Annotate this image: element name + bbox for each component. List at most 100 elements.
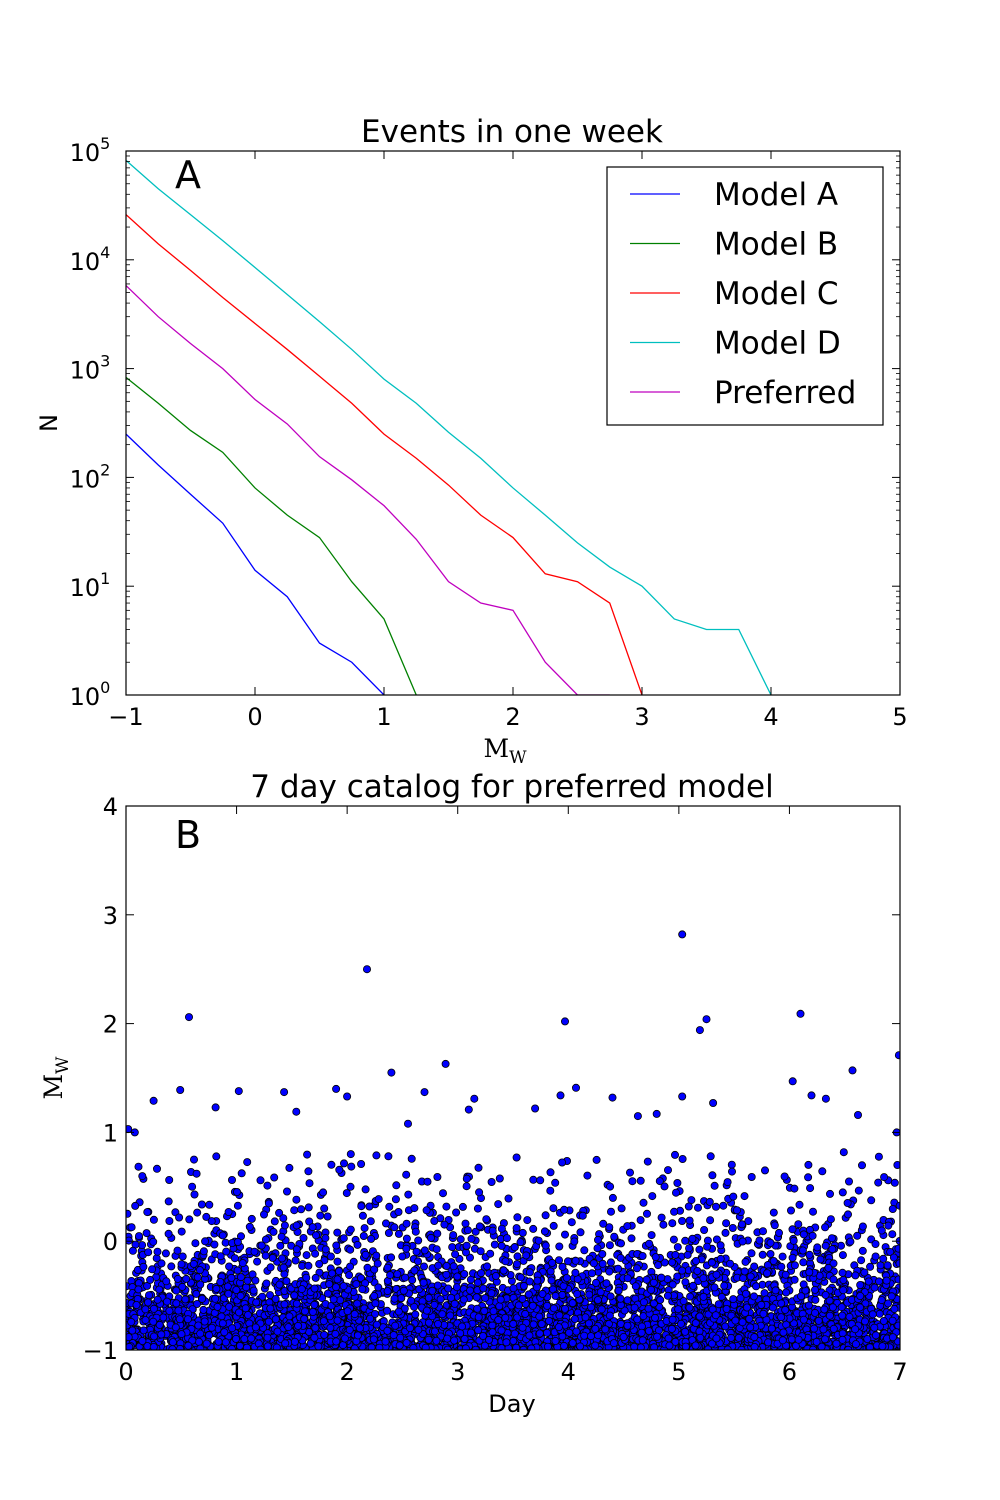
scatter-point <box>190 1190 199 1199</box>
scatter-point <box>365 1202 374 1211</box>
scatter-point <box>338 1341 347 1350</box>
scatter-point <box>884 1299 893 1308</box>
scatter-point <box>164 1197 173 1206</box>
scatter-point <box>804 1160 813 1169</box>
scatter-point <box>820 1305 829 1314</box>
scatter-point <box>285 1163 294 1172</box>
scatter-point <box>495 1302 504 1311</box>
scatter-point <box>558 1158 567 1167</box>
scatter-point <box>200 1317 209 1326</box>
scatter-point <box>138 1172 147 1181</box>
scatter-point <box>543 1342 552 1350</box>
scatter-point <box>153 1295 162 1304</box>
scatter-point <box>141 1305 150 1314</box>
scatter-point <box>408 1276 417 1285</box>
scatter-point <box>202 1339 211 1348</box>
scatter-point <box>214 1337 223 1346</box>
scatter-point <box>866 1262 875 1271</box>
scatter-point <box>333 1257 342 1266</box>
scatter-point <box>149 1215 158 1224</box>
scatter-point <box>608 1193 617 1202</box>
scatter-point <box>529 1320 538 1329</box>
scatter-point <box>126 1209 132 1218</box>
scatter-point <box>853 1231 862 1240</box>
scatter-point <box>768 1303 777 1312</box>
scatter-point <box>279 1263 288 1272</box>
scatter-point <box>328 1269 337 1278</box>
scatter-point <box>727 1160 736 1169</box>
scatter-point <box>249 1286 258 1295</box>
scatter-point <box>386 1271 395 1280</box>
scatter-point <box>205 1331 214 1340</box>
scatter-point <box>247 1214 256 1223</box>
scatter-point <box>532 1283 541 1292</box>
scatter-point <box>858 1222 867 1231</box>
scatter-point <box>570 1315 579 1324</box>
scatter-point <box>685 1303 694 1312</box>
scatter-point <box>138 1337 147 1346</box>
scatter-point <box>659 1220 668 1229</box>
scatter-point <box>205 1200 214 1209</box>
scatter-point <box>165 1307 174 1316</box>
scatter-point <box>225 1262 234 1271</box>
scatter-point <box>270 1217 279 1226</box>
scatter-point <box>241 1304 250 1313</box>
scatter-point <box>172 1286 181 1295</box>
scatter-point <box>222 1247 231 1256</box>
scatter-point <box>510 1243 519 1252</box>
scatter-point <box>490 1240 499 1249</box>
scatter-point <box>755 1236 764 1245</box>
scatter-point <box>846 1237 855 1246</box>
scatter-point <box>546 1168 555 1177</box>
scatter-point <box>787 1335 796 1344</box>
scatter-point <box>673 1179 682 1188</box>
x-tick-label: −1 <box>108 703 143 731</box>
scatter-point <box>452 1208 461 1217</box>
scatter-point <box>207 1323 216 1332</box>
scatter-point <box>636 1216 645 1225</box>
scatter-point <box>832 1339 841 1348</box>
scatter-point <box>372 1151 381 1160</box>
scatter-point <box>888 1316 897 1325</box>
scatter-point <box>524 1290 533 1299</box>
scatter-point <box>224 1289 233 1298</box>
y-tick-label: 104 <box>70 243 111 276</box>
scatter-point <box>449 1231 458 1240</box>
scatter-point <box>195 1266 204 1275</box>
scatter-point <box>795 1200 804 1209</box>
scatter-point <box>649 1299 658 1308</box>
scatter-point <box>394 1208 403 1217</box>
scatter-point <box>487 1289 496 1298</box>
scatter-point <box>488 1328 497 1337</box>
scatter-point <box>144 1291 153 1300</box>
scatter-point <box>331 1283 340 1292</box>
scatter-point <box>304 1203 313 1212</box>
scatter-point <box>430 1300 439 1309</box>
scatter-point <box>381 1219 390 1228</box>
scatter-point <box>673 1243 682 1252</box>
x-tick-label: 2 <box>505 703 520 731</box>
scatter-point <box>728 1224 737 1233</box>
scatter-point <box>414 1236 423 1245</box>
scatter-point <box>148 1265 157 1274</box>
scatter-point <box>383 1326 392 1335</box>
scatter-point <box>389 1331 398 1340</box>
scatter-point <box>263 1333 272 1342</box>
scatter-point <box>424 1293 433 1302</box>
scatter-point <box>383 1306 392 1315</box>
scatter-point <box>481 1294 490 1303</box>
scatter-point <box>619 1333 628 1342</box>
scatter-point <box>474 1163 483 1172</box>
scatter-point <box>880 1173 889 1182</box>
scatter-point <box>138 1241 147 1250</box>
scatter-point <box>838 1251 847 1260</box>
scatter-point <box>672 1188 681 1197</box>
scatter-point <box>797 1292 806 1301</box>
scatter-point <box>781 1270 790 1279</box>
scatter-point <box>428 1286 437 1295</box>
legend-label-model-a: Model A <box>714 177 838 213</box>
scatter-point <box>477 1269 486 1278</box>
scatter-point <box>805 1250 814 1259</box>
